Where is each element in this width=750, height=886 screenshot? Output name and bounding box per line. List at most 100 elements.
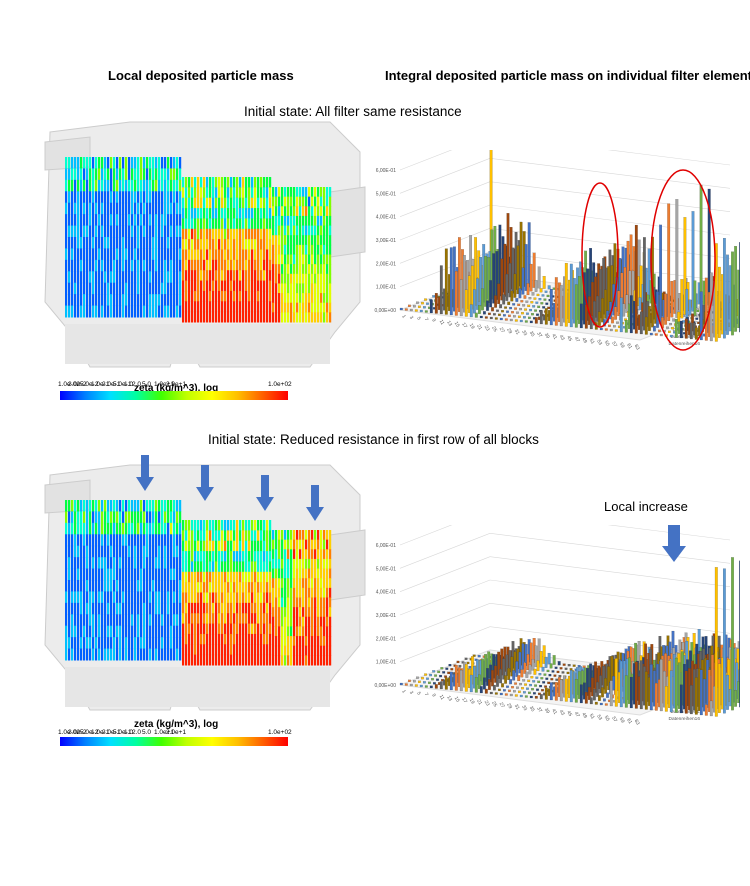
x-tick-label: 45 (565, 335, 573, 343)
x-tick-label: 19 (468, 323, 476, 331)
colorbar-tick-label: 1.0e-1 (91, 381, 110, 388)
x-tick-label: 63 (633, 718, 641, 726)
x-tick-label: 3 (408, 315, 415, 321)
z-tick-label: 3,00E-01 (376, 238, 397, 244)
z-tick-label: 1,00E-01 (376, 660, 397, 666)
x-tick-label: 25 (490, 325, 498, 333)
colorbar (60, 737, 288, 746)
x-tick-label: 33 (520, 704, 528, 712)
x-tick-label: 3 (408, 690, 415, 696)
hopper-base (65, 667, 330, 707)
x-tick-label: 31 (513, 328, 521, 336)
filter-elements (65, 157, 332, 323)
x-tick-label: 29 (505, 327, 513, 335)
x-tick-label: 55 (603, 340, 611, 348)
hopper-base (65, 324, 330, 364)
colorbar-tick-label: 2.0e+1 (166, 381, 187, 388)
bar-chart-3d-top: 0,00E+00 1,00E-01 2,00E-01 3,00E-01 4,00E-01… (374, 150, 740, 351)
colorbar-tick-label: 1.0 (124, 381, 134, 388)
x-tick-label: 53 (595, 339, 603, 347)
colorbar-tick-label: 2.0e+1 (166, 729, 187, 736)
x-tick-label: 5 (415, 691, 422, 697)
left-column-header: Local deposited particle mass (108, 68, 294, 83)
colorbar-tick-labels: 1.0e-02 2.0e-2 5.0e-2 1.0e-1 2.0e-1 5.0e-1 1.0… (58, 729, 292, 739)
x-tick-label: 7 (423, 692, 430, 698)
x-tick-label: 49 (580, 337, 588, 345)
x-tick-label: 27 (498, 701, 506, 709)
colorbar-tick-label: 5.0 (142, 381, 152, 388)
x-tick-label: 9 (430, 693, 437, 699)
highlight-circle (650, 169, 716, 351)
x-tick-label: 23 (483, 699, 491, 707)
x-tick-label: 37 (535, 331, 543, 339)
x-tick-label: 5 (415, 316, 422, 322)
x-tick-label: 59 (618, 717, 626, 725)
z-tick-label: 2,00E-01 (376, 261, 397, 267)
z-tick-label: 5,00E-01 (376, 566, 397, 572)
x-tick-label: 21 (475, 324, 483, 332)
highlight-circle (581, 182, 619, 328)
series-label: Datenreihen16 (669, 716, 701, 722)
z-tick-label: 4,00E-01 (376, 590, 397, 596)
x-tick-label: 7 (423, 317, 430, 323)
z-tick-label: 6,00E-01 (376, 168, 397, 174)
top-panel-subtitle: Initial state: All filter same resistanc… (244, 104, 462, 119)
local-increase-label: Local increase (604, 499, 688, 514)
colorbar-tick-label: 1.0e+1 (154, 729, 175, 736)
x-tick-label: 15 (453, 696, 461, 704)
colorbar-tick-label: 5.0 (142, 729, 152, 736)
x-tick-label: 43 (558, 334, 566, 342)
colorbar-tick-label: 1.0e+02 (268, 729, 292, 736)
colorbar-tick-label: 1.0e+02 (268, 381, 292, 388)
colorbar-tick-labels: 1.0e-02 2.0e-2 5.0e-2 1.0e-1 2.0e-1 5.0e-1 1.0… (58, 381, 292, 391)
down-arrow-icon (256, 475, 274, 511)
x-tick-label: 13 (445, 320, 453, 328)
x-tick-label: 33 (520, 329, 528, 337)
colorbar-tick-label: 2.0 (132, 729, 142, 736)
x-tick-label: 39 (543, 332, 551, 340)
bottom-panel-subtitle: Initial state: Reduced resistance in fir… (208, 432, 539, 447)
colorbar-tick-label: 2.0e-2 (68, 729, 87, 736)
down-arrow-icon (662, 525, 686, 562)
x-tick-label: 63 (633, 343, 641, 351)
x-tick-label: 25 (490, 700, 498, 708)
colorbar-tick-label: 2.0e-2 (68, 381, 87, 388)
x-tick-label: 59 (618, 342, 626, 350)
z-tick-label: 5,00E-01 (376, 191, 397, 197)
x-tick-label: 57 (610, 716, 618, 724)
colorbar-tick-label: 2.0e-1 (102, 381, 121, 388)
colorbar-tick-label: 1.0e-02 (58, 381, 81, 388)
colorbar (60, 391, 288, 400)
x-tick-label: 21 (475, 699, 483, 707)
x-tick-label: 51 (588, 713, 596, 721)
colorbar-tick-label: 1.0e+1 (154, 381, 175, 388)
simulation-image-bottom (44, 455, 366, 711)
x-tick-label: 43 (558, 709, 566, 717)
x-tick-label: 41 (550, 708, 558, 716)
x-tick-label: 61 (625, 718, 633, 726)
colorbar-tick-label: 5.0e-2 (80, 381, 99, 388)
x-tick-label: 9 (430, 318, 437, 324)
x-tick-label: 51 (588, 338, 596, 346)
chart-bars (399, 557, 740, 717)
x-tick-label: 23 (483, 324, 491, 332)
down-arrow-icon (196, 465, 214, 501)
down-arrow-icon (306, 485, 324, 521)
z-tick-label: 2,00E-01 (376, 636, 397, 642)
colorbar-tick-label: 5.0e-2 (80, 729, 99, 736)
colorbar-tick-label: 2.0 (132, 381, 142, 388)
x-tick-label: 61 (625, 343, 633, 351)
right-column-header: Integral deposited particle mass on indi… (385, 68, 750, 83)
x-tick-label: 31 (513, 703, 521, 711)
x-tick-label: 55 (603, 715, 611, 723)
x-tick-label: 17 (460, 322, 468, 330)
x-tick-label: 41 (550, 333, 558, 341)
z-tick-label: 3,00E-01 (376, 613, 397, 619)
x-tick-label: 35 (528, 330, 536, 338)
down-arrow-icon (136, 455, 154, 491)
colorbar-tick-label: 5.0e-1 (113, 381, 132, 388)
z-tick-label: 6,00E-01 (376, 543, 397, 549)
x-tick-label: 27 (498, 326, 506, 334)
x-tick-label: 57 (610, 341, 618, 349)
colorbar-tick-label: 1.0e-02 (58, 729, 81, 736)
